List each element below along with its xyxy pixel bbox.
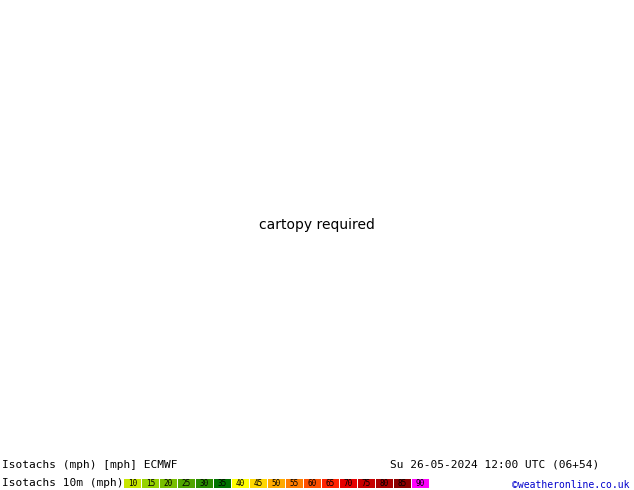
Bar	[268, 479, 285, 488]
Bar	[160, 479, 177, 488]
Bar	[340, 479, 357, 488]
Bar	[394, 479, 411, 488]
Text: 55: 55	[290, 479, 299, 488]
Text: 40: 40	[236, 479, 245, 488]
Text: Su 26-05-2024 12:00 UTC (06+54): Su 26-05-2024 12:00 UTC (06+54)	[390, 460, 599, 470]
Text: 90: 90	[416, 479, 425, 488]
Bar	[286, 479, 303, 488]
Bar	[214, 479, 231, 488]
Text: 45: 45	[254, 479, 263, 488]
Bar	[250, 479, 267, 488]
Text: cartopy required: cartopy required	[259, 218, 375, 232]
Text: 20: 20	[164, 479, 173, 488]
Bar	[232, 479, 249, 488]
Text: 50: 50	[272, 479, 281, 488]
Text: ©weatheronline.co.uk: ©weatheronline.co.uk	[512, 480, 630, 490]
Bar	[124, 479, 141, 488]
Text: Isotachs (mph) [mph] ECMWF: Isotachs (mph) [mph] ECMWF	[2, 460, 178, 470]
Bar	[142, 479, 159, 488]
Bar	[178, 479, 195, 488]
Text: 85: 85	[398, 479, 407, 488]
Bar	[196, 479, 213, 488]
Text: 60: 60	[308, 479, 317, 488]
Bar	[322, 479, 339, 488]
Bar	[358, 479, 375, 488]
Text: 10: 10	[128, 479, 137, 488]
Bar	[304, 479, 321, 488]
Bar	[412, 479, 429, 488]
Text: Isotachs 10m (mph): Isotachs 10m (mph)	[2, 478, 124, 488]
Text: 15: 15	[146, 479, 155, 488]
Text: 70: 70	[344, 479, 353, 488]
Text: 80: 80	[380, 479, 389, 488]
Text: 65: 65	[326, 479, 335, 488]
Bar	[376, 479, 393, 488]
Text: 30: 30	[200, 479, 209, 488]
Text: 25: 25	[182, 479, 191, 488]
Text: 35: 35	[218, 479, 227, 488]
Text: 75: 75	[362, 479, 371, 488]
